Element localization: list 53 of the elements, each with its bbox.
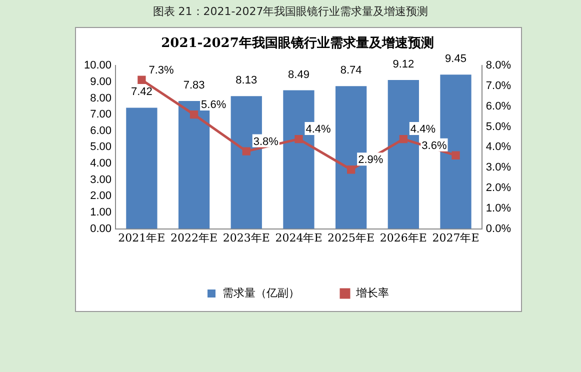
legend-label: 增长率: [355, 286, 389, 300]
y2-tick-label: 8.0%: [486, 60, 512, 72]
point: [346, 166, 356, 174]
data-label: 8.49: [288, 68, 310, 81]
x-tick-label: 2023年E: [222, 231, 270, 244]
bar: [126, 108, 158, 229]
y-tick-label: 10.00: [84, 60, 112, 72]
data-label: 5.6%: [201, 99, 226, 112]
point: [242, 147, 250, 156]
y2-tick-label: 5.0%: [486, 120, 512, 133]
data-label: 8.13: [236, 74, 258, 87]
y-tick-label: 8.00: [90, 92, 112, 104]
x-tick-label: 2024年E: [275, 231, 322, 244]
data-label: 7.83: [183, 80, 205, 92]
y-tick-label: 1.00: [90, 206, 112, 219]
data-label: 3.8%: [253, 136, 279, 148]
legend-label: 需求量（亿副）: [222, 286, 300, 300]
y-tick-label: 7.00: [90, 108, 112, 121]
point: [399, 134, 408, 144]
y2-tick-label: 4.0%: [486, 141, 512, 154]
x-tick-label: 2025年E: [328, 231, 375, 244]
data-label: 2.9%: [358, 154, 384, 166]
y-tick-label: 2.00: [90, 190, 112, 202]
x-tick-label: 2021年E: [118, 231, 166, 244]
data-label: 7.42: [130, 86, 152, 98]
y-tick-label: 0.00: [90, 222, 112, 235]
y2-tick-label: 1.0%: [486, 202, 512, 214]
y2-tick-label: 0.0%: [486, 222, 512, 235]
point: [294, 134, 303, 144]
y2-tick-label: 3.0%: [486, 162, 512, 174]
data-label: 3.6%: [422, 140, 447, 152]
x-tick-label: 2027年E: [432, 231, 480, 244]
point: [138, 76, 146, 84]
y-tick-label: 5.00: [90, 141, 112, 154]
text: 图表 21：2021-2027年我国眼镜行业需求量及增速预测: [152, 4, 430, 19]
y-tick-label: 3.00: [90, 174, 112, 186]
data-label: 4.4%: [410, 124, 436, 136]
y-tick-label: 4.00: [90, 158, 112, 170]
y2-tick-label: 6.0%: [486, 100, 512, 112]
y-tick-label: 9.00: [90, 76, 112, 88]
data-label: 7.3%: [148, 64, 174, 76]
y2-tick-label: 2.0%: [486, 182, 512, 194]
data-label: 9.45: [445, 53, 466, 66]
data-label: 4.4%: [306, 124, 332, 136]
x-tick-label: 2026年E: [380, 231, 427, 244]
x-tick-label: 2022年E: [170, 231, 218, 244]
point: [452, 151, 460, 160]
chart-title: 2021-2027年我国眼镜行业需求量及增速预测: [161, 35, 434, 52]
y-tick-label: 6.00: [90, 124, 112, 137]
point: [190, 110, 198, 119]
y2-tick-label: 7.0%: [486, 80, 512, 92]
data-label: 9.12: [392, 58, 414, 70]
data-label: 8.74: [340, 64, 362, 77]
